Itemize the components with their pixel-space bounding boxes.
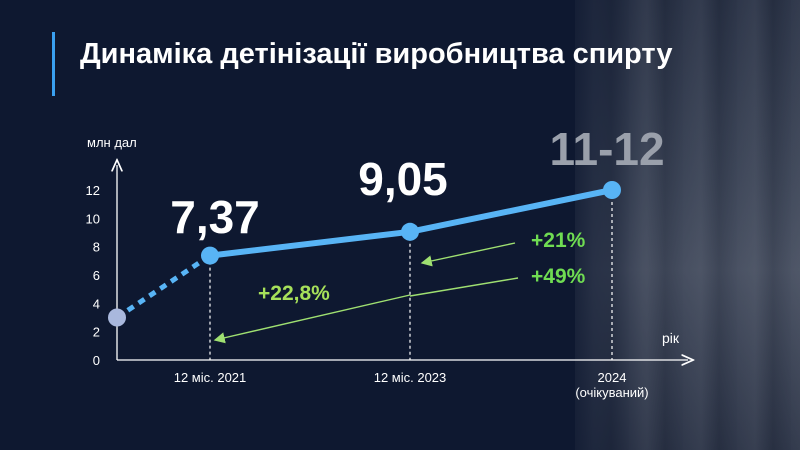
series-segment [207,228,413,259]
y-tick-label: 8 [93,240,100,255]
x-axis-title: рік [662,330,680,346]
growth-arrow-21 [420,242,516,267]
annotation-growth-21: +21% [531,229,586,252]
y-tick-label: 4 [93,296,100,311]
y-tick-label: 2 [93,325,100,340]
annotation-growth-22: +22,8% [258,282,330,305]
series-segment [407,187,615,235]
data-point [201,246,219,265]
y-axis-title: млн дал [87,135,137,150]
data-point [108,308,126,327]
data-value-label: 9,05 [358,153,448,205]
data-value-label: 11-12 [549,123,664,175]
title-accent-bar [52,32,55,96]
y-tick-label: 6 [93,268,100,283]
annotation-growth-49: +49% [531,265,586,288]
x-tick-label: 2024 [598,370,627,385]
data-point [401,222,419,241]
y-tick-label: 0 [93,353,100,368]
y-tick-label: 10 [86,211,100,226]
page-title: Динаміка детінізації виробництва спирту [80,38,673,70]
growth-arrow-22 [213,294,411,344]
y-tick-label: 12 [86,183,100,198]
series-segment-dotted [115,253,212,320]
x-tick-sublabel: (очікуваний) [575,385,648,400]
growth-arrow-49 [409,277,519,297]
data-point [603,181,621,199]
x-tick-label: 12 міс. 2023 [374,370,447,385]
background-photo-shade [575,0,800,450]
data-value-label: 7,37 [170,191,260,243]
x-tick-label: 12 міс. 2021 [174,370,247,385]
